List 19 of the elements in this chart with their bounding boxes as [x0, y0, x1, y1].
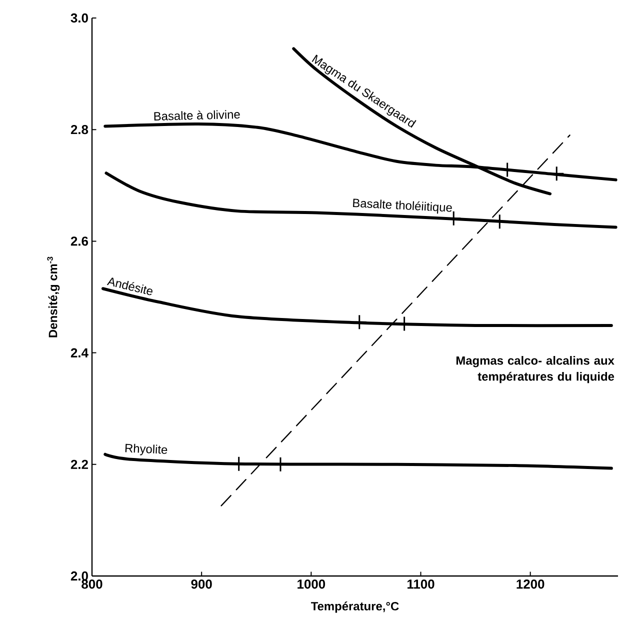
point: [352, 314, 368, 330]
x-tick-label: 1100: [408, 580, 434, 589]
series-label: Basalte tholéiitique: [353, 198, 452, 214]
y-tick-label: 2.2: [70, 460, 88, 469]
x-tick-label: 1200: [516, 580, 544, 589]
x-tick-label: 1000: [298, 580, 326, 589]
y-tick-label: 2.8: [70, 125, 88, 134]
x-tick-label: 900: [191, 580, 212, 589]
x-tick-label: 800: [82, 580, 102, 589]
y-tick-label: 2.0: [70, 571, 88, 581]
series-label: Basalte à olivine: [154, 110, 240, 120]
y-axis-title: Densité,g cm$^{-3}$: [47, 256, 60, 338]
text: Andésite: [106, 278, 152, 296]
y-tick-label: 3.0: [70, 13, 88, 23]
y-tick-label: 2.6: [70, 236, 88, 246]
y-tick-label: 2.4: [70, 348, 88, 358]
annotation: Magmas calco- alcalins aux températures du liquide: [456, 356, 614, 384]
series-label: Rhyolite: [125, 444, 168, 456]
x-axis-title: Température,°C: [311, 602, 399, 613]
